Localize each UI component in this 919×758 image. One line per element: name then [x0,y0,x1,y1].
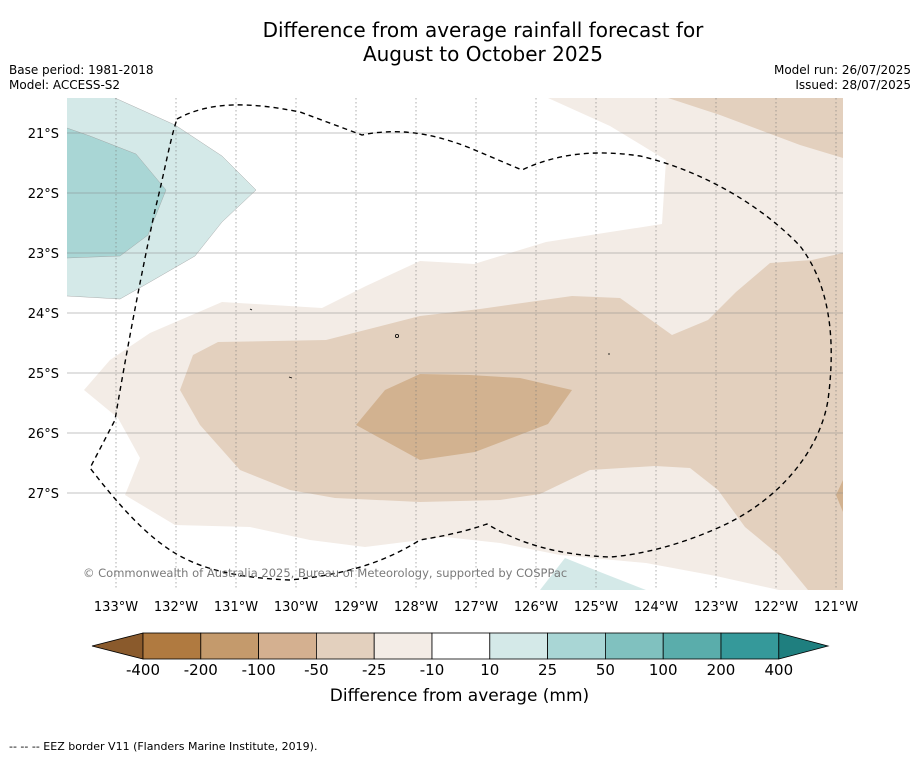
lon-label: 126°W [514,600,558,615]
colorbar-segment [547,632,606,660]
colorbar-tick-label: 100 [648,661,678,679]
lat-label: 23°S [28,247,59,262]
colorbar-segment [142,632,202,660]
lat-label: 21°S [28,127,59,142]
lon-label: 123°W [694,600,738,615]
title-line-2: August to October 2025 [362,42,604,66]
colorbar-extend-high [778,632,830,660]
contour-dry-medium-ne [668,98,843,158]
contour-wet-light-south [540,558,646,590]
right-metadata: Model run: 26/07/2025 Issued: 28/07/2025 [774,63,911,93]
copyright-notice: © Commonwealth of Australia 2025, Bureau… [83,566,567,580]
eez-legend-note: -- -- -- EEZ border V11 (Flanders Marine… [9,740,318,753]
issued-date: Issued: 28/07/2025 [795,78,911,92]
lon-label: 129°W [334,600,378,615]
left-metadata: Base period: 1981-2018 Model: ACCESS-S2 [9,63,154,93]
eez-border [89,104,832,581]
colorbar-tick-label: -200 [183,661,218,679]
colorbar [91,632,830,660]
lat-label: 26°S [28,427,59,442]
colorbar-tick-label: -400 [125,661,161,679]
graticule [67,98,843,590]
colorbar-tick-label: 50 [595,661,615,679]
colorbar-tick-label: 400 [764,661,794,679]
title-line-1: Difference from average rainfall forecas… [262,18,704,42]
colorbar-tick-label: 25 [538,661,558,679]
colorbar-tick-label: -25 [361,661,387,679]
lon-label: 127°W [454,600,498,615]
colorbar-segment [200,632,260,660]
colorbar-tick-label: 10 [480,661,500,679]
lon-label: 128°W [394,600,438,615]
colorbar-tick-label: -10 [419,661,445,679]
lon-label: 125°W [574,600,618,615]
model-name: Model: ACCESS-S2 [9,78,121,92]
colorbar-segment [373,632,433,660]
colorbar-segment [720,632,780,660]
colorbar-segment [489,632,548,660]
colorbar-tick-label: 200 [706,661,736,679]
colorbar-title: Difference from average (mm) [329,686,590,706]
model-run: Model run: 26/07/2025 [773,63,911,77]
lon-label: 131°W [214,600,258,615]
lon-label: 133°W [94,600,138,615]
island-marks [249,308,610,379]
colorbar-tick-labels: -400 -200 -100 -50 -25 -10 10 25 50 100 200 400 [0,661,919,681]
lat-label: 24°S [28,307,59,322]
colorbar-tick-label: -100 [241,661,276,679]
map-panel: © Commonwealth of Australia 2025, Bureau… [67,98,843,590]
colorbar-extend-low [91,632,144,660]
longitude-labels: 133°W 132°W 131°W 130°W 129°W 128°W 127°W 126°W… [94,600,858,615]
latitude-labels: 21°S 22°S 23°S 24°S 25°S 26°S 27°S [28,127,59,502]
lat-label: 25°S [28,367,59,382]
lon-label: 124°W [634,600,678,615]
contour-outlines [67,98,257,300]
lon-label: 121°W [814,600,858,615]
contour-dry-core [356,374,572,460]
colorbar-tick-label: -50 [304,661,329,679]
colorbar-segment [605,632,664,660]
colorbar-segment [662,632,722,660]
colorbar-segment [315,632,375,660]
contour-dry-sliver-east [836,480,843,512]
lat-label: 22°S [28,187,59,202]
lat-label: 27°S [28,487,59,502]
map-title: Difference from average rainfall forecas… [0,18,919,66]
colorbar-segment [258,632,317,660]
lon-label: 130°W [274,600,318,615]
lon-label: 122°W [754,600,798,615]
colorbar-segment [431,632,491,660]
lon-label: 132°W [154,600,198,615]
base-period: Base period: 1981-2018 [9,63,154,77]
